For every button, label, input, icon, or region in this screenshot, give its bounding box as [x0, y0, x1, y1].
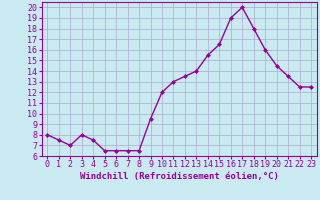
- X-axis label: Windchill (Refroidissement éolien,°C): Windchill (Refroidissement éolien,°C): [80, 172, 279, 181]
